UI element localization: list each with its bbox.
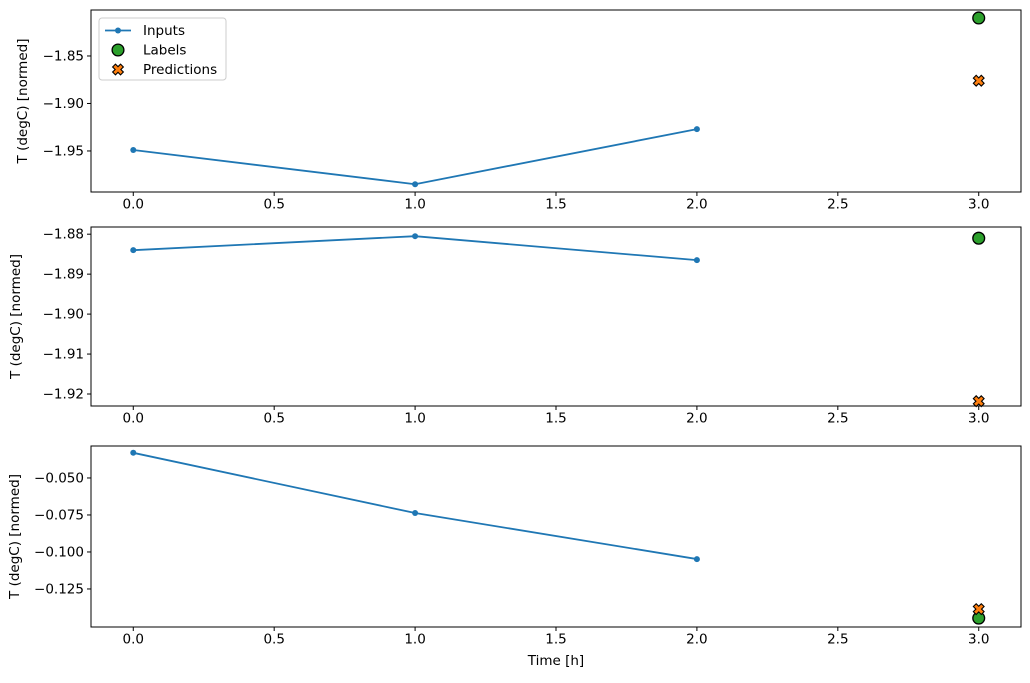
legend-box (98, 17, 227, 81)
series-inputs (130, 233, 700, 264)
y-axis-label: T (degC) [normed] (7, 474, 23, 600)
x-tick-label: 1.5 (545, 411, 566, 427)
y-tick-label: −1.88 (43, 227, 84, 243)
y-tick-label: −0.100 (34, 544, 84, 560)
y-tick-label: −1.90 (43, 96, 84, 112)
legend-label: Inputs (143, 23, 185, 39)
plot-border (90, 226, 1022, 407)
x-axis-label: Time [h] (527, 653, 584, 669)
x-tick-label: 1.0 (404, 197, 425, 213)
labels-marker (972, 611, 986, 625)
legend-x-marker (111, 63, 125, 76)
inputs-marker (693, 126, 700, 133)
x-tick-label: 3.0 (968, 197, 989, 213)
y-tick-label: −1.92 (43, 387, 84, 403)
plot-border (90, 9, 1022, 193)
x-tick-label: 0.5 (263, 632, 284, 648)
y-axis-label: T (degC) [normed] (15, 39, 31, 165)
legend-circle-marker (111, 43, 125, 57)
series-labels (972, 231, 986, 245)
inputs-marker (130, 147, 137, 154)
legend-dot-marker (115, 27, 121, 34)
labels-marker (972, 231, 986, 245)
series-predictions (972, 395, 985, 408)
x-tick-label: 1.0 (404, 632, 425, 648)
x-tick-label: 0.5 (263, 197, 284, 213)
subplot-2: 0.0 0.5 1.0 1.5 2.0 2.5 3.0 −1.88 −1.89 −1.90 −1.9… (8, 226, 1022, 427)
y-tick-label: −0.075 (34, 507, 84, 523)
inputs-marker (412, 181, 419, 188)
x-tick-label: 1.0 (404, 411, 425, 427)
y-tick-label: −0.050 (34, 470, 84, 486)
y-tick-label: −1.91 (43, 347, 84, 363)
y-tick-label: −0.125 (34, 581, 84, 597)
x-tick-label: 0.5 (263, 411, 284, 427)
predictions-marker (972, 602, 985, 616)
y-axis-label: T (degC) [normed] (8, 254, 24, 380)
y-tick-label: −1.85 (43, 48, 84, 64)
legend-label: Predictions (143, 62, 217, 78)
legend-item-inputs: Inputs (105, 23, 185, 39)
x-tick-label: 2.0 (686, 632, 707, 648)
series-labels (972, 611, 986, 625)
inputs-marker (412, 510, 419, 517)
predictions-marker (972, 74, 985, 87)
inputs-marker (130, 449, 137, 456)
subplot-3: 0.0 0.5 1.0 1.5 2.0 2.5 3.0 −0.050 −0.075 −0.100 −… (7, 445, 1022, 669)
x-tick-label: 3.0 (968, 411, 989, 427)
y-tick-label: −1.95 (43, 143, 84, 159)
x-tick-label: 0.0 (123, 197, 144, 213)
inputs-marker (693, 257, 700, 264)
x-tick-label: 0.0 (123, 411, 144, 427)
series-predictions (972, 74, 985, 87)
x-tick-label: 2.5 (827, 197, 848, 213)
series-predictions (972, 602, 985, 616)
labels-marker (972, 11, 986, 25)
x-tick-label: 1.5 (545, 632, 566, 648)
legend-item-predictions: Predictions (111, 62, 217, 78)
legend-label: Labels (143, 43, 186, 59)
legend-item-labels: Labels (111, 43, 186, 59)
plot-border (90, 445, 1022, 628)
inputs-marker (412, 233, 419, 240)
x-tick-label: 1.5 (545, 197, 566, 213)
x-tick-label: 2.0 (686, 411, 707, 427)
y-tick-label: −1.90 (43, 307, 84, 323)
legend: Inputs Labels Predictions (98, 17, 227, 81)
y-tick-label: −1.89 (43, 267, 84, 283)
x-tick-label: 3.0 (968, 632, 989, 648)
series-inputs (130, 449, 700, 563)
inputs-marker (130, 247, 137, 254)
x-tick-label: 2.0 (686, 197, 707, 213)
x-tick-label: 2.5 (827, 411, 848, 427)
series-inputs (130, 126, 700, 188)
inputs-marker (693, 556, 700, 563)
series-labels (972, 11, 986, 25)
x-tick-label: 0.0 (123, 632, 144, 648)
predictions-marker (972, 395, 985, 408)
subplot-1: 0.0 0.5 1.0 1.5 2.0 2.5 3.0 −1.85 −1.90 −1.95 T (d… (15, 9, 1022, 213)
x-tick-label: 2.5 (827, 632, 848, 648)
